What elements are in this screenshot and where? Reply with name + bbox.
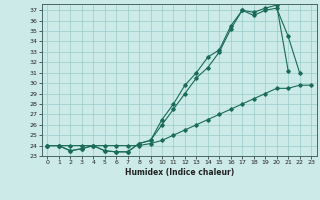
X-axis label: Humidex (Indice chaleur): Humidex (Indice chaleur) [124,168,234,177]
